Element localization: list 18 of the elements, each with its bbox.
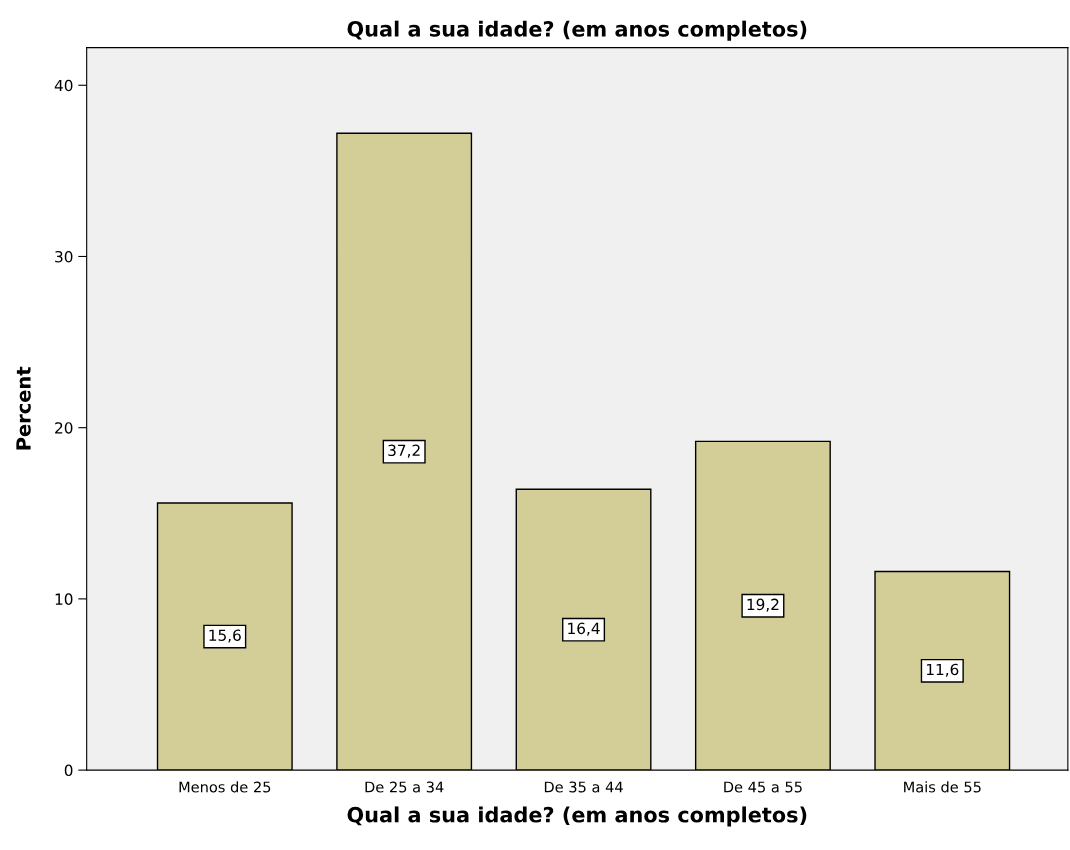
x-tick-label: Mais de 55 xyxy=(904,781,981,793)
data-label: 11,6 xyxy=(926,663,959,677)
chart-title: Qual a sua idade? (em anos completos) xyxy=(347,20,807,41)
x-tick-label: De 25 a 34 xyxy=(365,781,444,793)
data-label: 15,6 xyxy=(209,629,241,643)
data-label: 16,4 xyxy=(568,622,600,636)
data-label: 19,2 xyxy=(747,598,779,612)
x-tick-label: De 45 a 55 xyxy=(724,781,802,793)
y-tick-label: 0 xyxy=(64,764,73,777)
y-tick-label: 20 xyxy=(55,422,73,434)
data-label: 37,2 xyxy=(388,444,420,458)
x-tick-label: De 35 a 44 xyxy=(544,781,623,793)
y-tick-label: 40 xyxy=(54,79,73,92)
y-axis-title: Percent xyxy=(16,366,31,450)
y-tick-label: 10 xyxy=(55,593,73,605)
x-axis-title: Qual a sua idade? (em anos completos) xyxy=(347,806,807,827)
x-tick-label: Menos de 25 xyxy=(179,781,271,793)
y-tick-label: 30 xyxy=(55,250,73,263)
